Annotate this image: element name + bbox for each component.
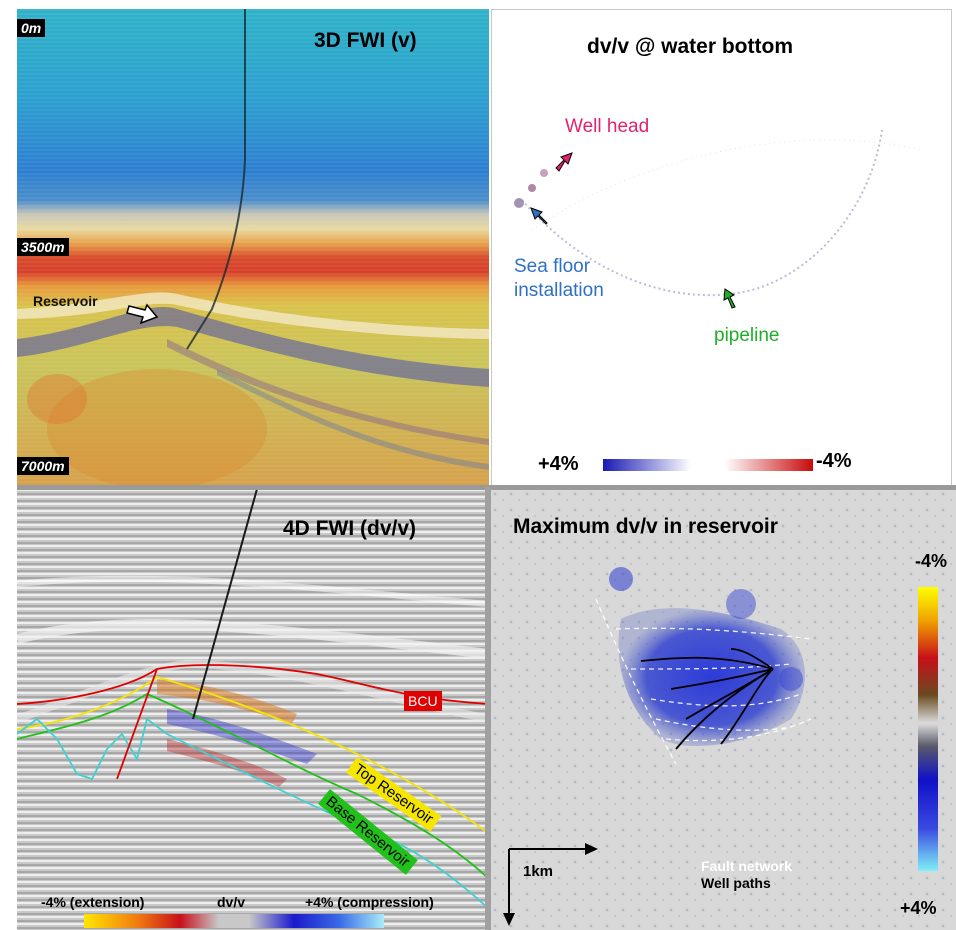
reservoir-label: Reservoir [33,293,98,309]
max-dvv-panel: Maximum dv/v in reservoir -4% +4% Fault … [491,489,956,930]
dvv-color-scale [84,914,384,928]
velocity-section-image [17,9,489,487]
colorbar-bottom-label: +4% [900,898,937,918]
pipeline-label: pipeline [714,325,780,346]
water-bottom-map-image [514,129,923,471]
fault-network-legend: Fault network [701,858,793,874]
depth-label-mid: 3500m [17,238,69,256]
max-dvv-map-image [491,489,956,930]
depth-label-bottom: 7000m [17,457,69,475]
bcu-horizon-label: BCU [404,691,442,711]
reservoir-arrow-icon [126,303,159,325]
scale-mid-label: dv/v [217,894,246,910]
water-bottom-dvv-panel: dv/v @ water bottom Well head Sea floor … [491,9,952,487]
panel-title: 3D FWI (v) [314,29,417,52]
panel-title: Maximum dv/v in reservoir [513,515,778,538]
colorbar-top-label: -4% [915,551,948,571]
max-dvv-color-scale [918,587,938,871]
scale-right-label: +4% (compression) [305,894,434,910]
well-paths-legend: Well paths [701,875,771,891]
scale-left-label: -4% (extension) [41,894,145,910]
sea-floor-label-line2: installation [514,280,604,301]
sea-floor-label-line1: Sea floor [514,256,591,277]
sea-floor-installation-label: Sea floor installation [514,255,604,303]
panel-title: 4D FWI (dv/v) [283,517,417,540]
scale-bar-label: 1km [523,863,554,880]
fwi-4d-panel: 4D FWI (dv/v) BCU Top Reservoir Base Res… [17,489,489,930]
scale-bar-icon [503,843,598,926]
scale-left-label: +4% [538,453,579,475]
well-head-arrow-icon [555,152,573,172]
depth-label-top: 0m [17,19,46,37]
panel-title: dv/v @ water bottom [587,35,794,58]
scale-right-label: -4% [816,450,852,472]
well-head-label: Well head [565,116,650,137]
pipeline-arrow-icon [723,288,736,309]
dvv-color-scale [603,459,813,471]
panel-divider-vertical [485,487,491,930]
fwi-velocity-panel: 0m 3500m 7000m 3D FWI (v) Reservoir [17,9,489,487]
sea-floor-arrow-icon [530,207,548,225]
